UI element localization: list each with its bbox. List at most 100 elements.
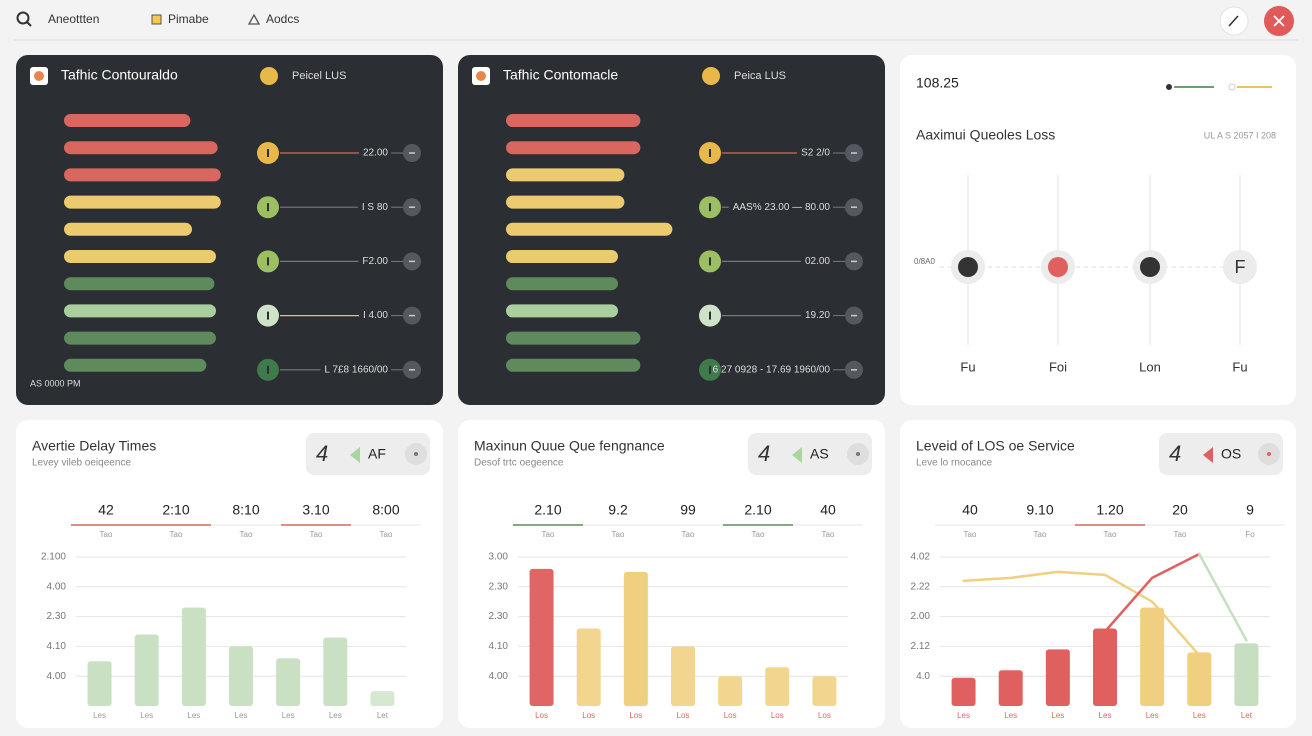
menu-item: Aodcs [266,12,299,26]
level-bar [506,358,641,372]
search-handle [26,21,32,27]
badge-label: Peicel LUS [292,70,346,82]
bar [229,646,253,706]
row-label: 19.20 [805,310,830,321]
stat-value: 3.10 [302,502,329,518]
axis-label: 0/8A0 [914,257,935,266]
control-dot [1267,452,1271,456]
search-icon[interactable] [16,11,32,27]
point-label: Fu [960,359,975,374]
control-dot [856,452,860,456]
panel-icon-dot [476,71,486,81]
menu-item: Aneottten [48,12,99,26]
level-bar [506,141,641,155]
y-tick-label: 2.30 [47,611,67,622]
badge-label: Peica LUS [734,70,786,82]
bar [812,676,837,706]
bar [1093,628,1117,706]
control-icon: 4 [1169,441,1181,466]
x-tick-label: Les [329,711,342,720]
point [958,257,978,277]
row-label: F2.00 [362,256,388,267]
level-bar [64,168,221,182]
x-tick-label: Los [818,711,831,720]
panel-title: Avertie Delay Times [32,438,156,454]
stat-value: 40 [962,502,978,518]
row-label: AAS% 23.00 — 80.00 [733,202,831,213]
y-tick-label: 2.30 [489,581,509,592]
bar [276,658,301,706]
panel-title: Tafhic Contomacle [503,67,618,83]
menu-icon [151,14,162,25]
control[interactable] [306,433,430,475]
level-bar [64,331,216,345]
stat-label: Tao [542,530,555,539]
stat-label: Tao [310,530,323,539]
y-tick-label: 3.00 [489,552,509,563]
y-tick-label: 4.10 [47,641,67,652]
level-bar [64,195,221,209]
y-tick-label: 2.30 [489,611,509,622]
control-bg [1159,433,1283,475]
row-label: 22.00 [363,148,388,159]
level-bar [64,277,215,291]
bar [1140,607,1165,706]
control[interactable] [1159,433,1283,475]
trend-line [962,570,1201,657]
row-label: I 4.00 [363,310,388,321]
stat-label: Tao [240,530,253,539]
level-bar [64,114,191,127]
x-tick-label: Los [629,711,642,720]
panel-title: Aaximui Queoles Loss [916,127,1055,143]
bar [181,607,206,706]
bar [671,646,695,706]
level-bar [64,141,218,155]
control-arrow [1203,447,1213,463]
point [1048,257,1068,277]
control-dot [414,452,418,456]
x-tick-label: Los [724,711,737,720]
panel [900,55,1296,405]
edit-button[interactable] [1219,6,1249,36]
panel-title: Leveid of LOS oe Service [916,438,1075,454]
level-bar [64,222,192,236]
y-tick-label: 2.00 [911,611,931,622]
pen-icon [1228,15,1239,27]
row-label: 02.00 [805,256,830,267]
level-bar [506,304,618,318]
menu-item: Pimabe [168,12,209,26]
level-bar [506,168,625,182]
badge-icon [702,67,720,85]
stat-label: Tao [100,530,113,539]
bar [765,667,790,706]
badge-icon [260,67,278,85]
row-label: S2 2/0 [801,148,830,159]
bar [576,628,601,706]
x-tick-label: Les [235,711,248,720]
bar [1234,643,1259,706]
control-icon: 4 [316,441,328,466]
stat-label: Tao [380,530,393,539]
control[interactable] [748,433,872,475]
row-label: I S 80 [362,202,389,213]
panel-subtitle: Desof trtc oegeence [474,458,564,469]
stat-value: 20 [1172,502,1188,518]
bar [323,637,348,706]
stat-value: 2:10 [162,502,189,518]
close-button[interactable] [1264,6,1294,36]
x-tick-label: Les [93,711,106,720]
control-arrow [792,447,802,463]
level-bar [64,250,216,263]
control-arrow [350,447,360,463]
panel-title: Tafhic Contouraldo [61,67,178,83]
stat-label: Tao [170,530,183,539]
stat-value: 2.10 [534,502,561,518]
search-glass [16,11,30,25]
bar [718,676,743,706]
x-tick-label: Les [1146,711,1159,720]
y-tick-label: 2.12 [911,641,931,652]
legend-dot [1166,84,1172,90]
y-tick-label: 4.00 [47,581,67,592]
x-tick-label: Let [1241,711,1253,720]
